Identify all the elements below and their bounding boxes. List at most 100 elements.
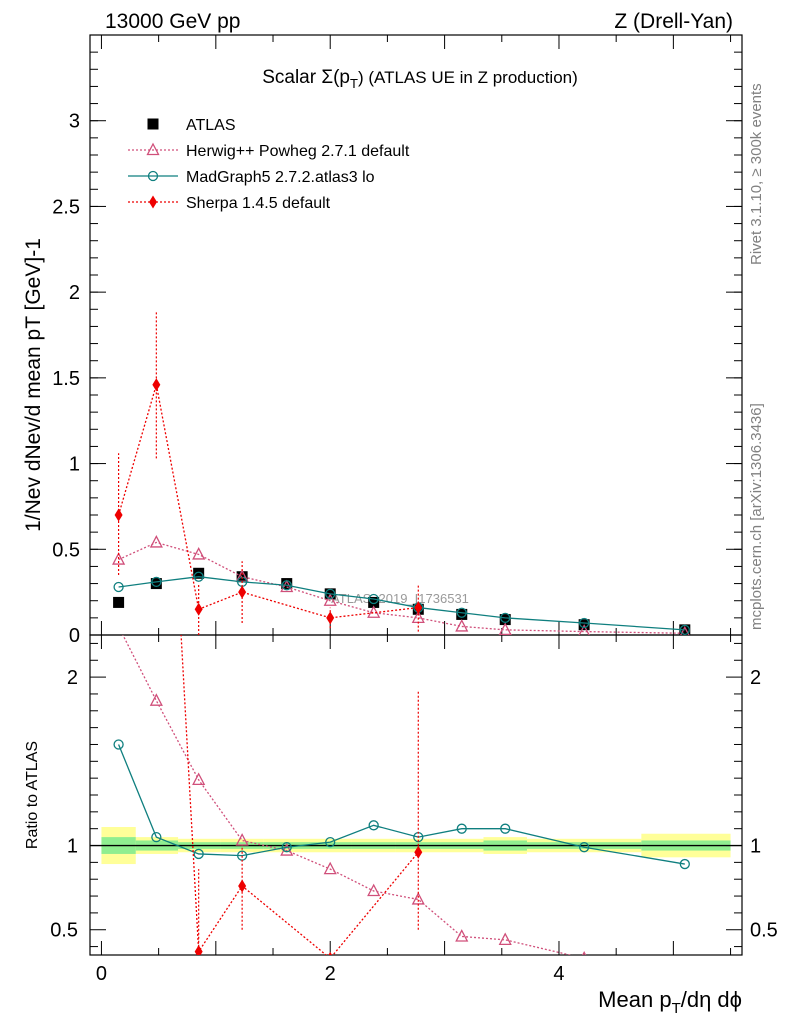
header-left: 13000 GeV pp bbox=[105, 10, 240, 33]
data-point bbox=[414, 601, 423, 615]
data-point bbox=[498, 622, 512, 635]
series-line bbox=[118, 576, 685, 631]
data-point bbox=[679, 624, 690, 635]
data-point bbox=[152, 182, 160, 195]
main-series bbox=[112, 311, 691, 635]
data-point bbox=[679, 957, 690, 968]
data-point bbox=[113, 739, 124, 750]
data-point bbox=[680, 625, 690, 635]
y-tick-label: 2.5 bbox=[52, 196, 80, 218]
data-point bbox=[325, 588, 336, 600]
ratio-y-tick-label-right: 1 bbox=[750, 836, 761, 858]
legend-label-atlas: ATLAS bbox=[186, 117, 236, 134]
series-line bbox=[122, 635, 573, 955]
data-point bbox=[151, 831, 162, 843]
data-point bbox=[113, 596, 125, 608]
data-point bbox=[368, 593, 379, 605]
y-tick-label: 0 bbox=[69, 625, 80, 647]
data-point bbox=[280, 843, 294, 856]
data-point bbox=[456, 607, 467, 618]
data-point bbox=[193, 571, 204, 582]
legend-marker bbox=[149, 195, 157, 209]
legend-label-madgraph: MadGraph5 2.7.2.atlas3 lo bbox=[186, 169, 375, 186]
data-point bbox=[368, 820, 379, 831]
ratio-series bbox=[113, 182, 690, 968]
data-point bbox=[193, 567, 205, 579]
data-point bbox=[238, 879, 247, 893]
main-axis-ticks: 0 0.5 1 1.5 2 2.5 3 bbox=[52, 35, 742, 647]
ratio-axis-ticks: 0.5 0.5 1 1 2 2 0 2 4 bbox=[50, 635, 778, 985]
x-axis-label: Mean pT/dη dϕ bbox=[598, 987, 742, 1017]
data-point bbox=[578, 617, 590, 629]
legend: ATLAS Herwig++ Powheg 2.7.1 default MadG… bbox=[128, 117, 410, 212]
y-tick-label: 3 bbox=[69, 111, 80, 133]
data-point bbox=[192, 547, 206, 560]
data-point bbox=[114, 508, 123, 522]
data-point bbox=[498, 932, 512, 945]
data-point bbox=[456, 823, 467, 834]
series-line bbox=[117, 384, 419, 619]
legend-marker bbox=[147, 170, 159, 182]
data-point bbox=[115, 384, 123, 397]
ratio-y-tick-label: 2 bbox=[67, 667, 78, 689]
series-group bbox=[114, 311, 423, 635]
y-tick-label: 1 bbox=[69, 454, 80, 476]
data-point bbox=[323, 593, 337, 606]
x-tick-label: 2 bbox=[325, 963, 336, 985]
data-point bbox=[113, 581, 124, 593]
mcplots-reference-label: mcplots.cern.ch [arXiv:1306.3436] bbox=[748, 403, 765, 630]
x-label-prefix: Mean p bbox=[598, 987, 671, 1012]
data-point bbox=[193, 848, 204, 860]
x-tick-label: 0 bbox=[96, 963, 107, 985]
data-point bbox=[578, 624, 590, 635]
legend-label-sherpa: Sherpa 1.4.5 default bbox=[186, 195, 331, 212]
x-label-sub: T bbox=[672, 1000, 681, 1017]
data-point bbox=[150, 578, 162, 590]
series-line bbox=[118, 541, 685, 634]
data-point bbox=[194, 945, 203, 955]
data-point bbox=[112, 552, 126, 565]
data-point bbox=[192, 772, 206, 785]
y-tick-label: 0.5 bbox=[52, 539, 80, 561]
series-group bbox=[122, 635, 690, 968]
data-point bbox=[281, 580, 292, 591]
sherpa-ratio-errors bbox=[198, 690, 419, 955]
x-label-suffix: /dη dϕ bbox=[681, 987, 742, 1012]
ratio-y-tick-label-right: 2 bbox=[750, 667, 761, 689]
data-point bbox=[238, 585, 247, 599]
y-tick-label: 2 bbox=[69, 282, 80, 304]
data-point bbox=[194, 602, 203, 616]
data-point bbox=[323, 861, 337, 875]
data-point bbox=[367, 883, 381, 897]
data-point bbox=[281, 578, 293, 590]
data-point bbox=[281, 842, 292, 853]
ratio-panel-frame bbox=[89, 634, 743, 956]
data-point bbox=[325, 837, 336, 848]
title-prefix: Scalar Σ(p bbox=[262, 67, 350, 88]
ratio-y-tick-label-right: 0.5 bbox=[750, 920, 778, 942]
series-line bbox=[117, 744, 685, 865]
data-point bbox=[500, 823, 511, 834]
ratio-y-tick-label: 0.5 bbox=[50, 920, 78, 942]
main-y-axis-label: 1/Nev dNev/d mean pT [GeV]-1 bbox=[22, 238, 45, 532]
data-point bbox=[149, 693, 163, 706]
data-point bbox=[151, 576, 162, 588]
data-point bbox=[367, 605, 381, 618]
data-point bbox=[235, 833, 249, 846]
series-group bbox=[112, 535, 690, 635]
legend-marker bbox=[146, 142, 160, 156]
x-tick-label: 4 bbox=[553, 963, 564, 985]
ratio-y-axis-label: Ratio to ATLAS bbox=[24, 741, 41, 849]
data-point bbox=[500, 612, 511, 624]
rivet-version-label: Rivet 3.1.10, ≥ 300k events bbox=[748, 83, 765, 265]
data-point bbox=[679, 858, 690, 870]
legend-marker bbox=[147, 118, 159, 130]
data-point bbox=[411, 892, 425, 905]
data-point bbox=[326, 611, 335, 625]
data-point bbox=[368, 596, 380, 608]
chart-title: Scalar Σ(pT) (ATLAS UE in Z production) bbox=[262, 67, 578, 91]
data-point bbox=[152, 378, 161, 392]
y-tick-label: 1.5 bbox=[52, 368, 80, 390]
data-point bbox=[578, 842, 590, 853]
